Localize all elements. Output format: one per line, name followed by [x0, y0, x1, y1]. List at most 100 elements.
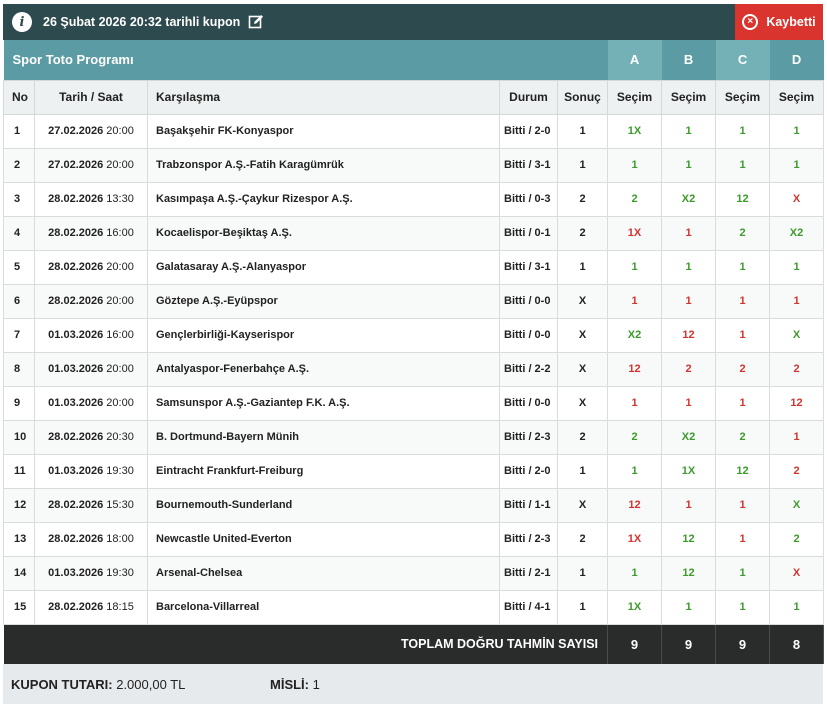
row-pick-b: 1 — [661, 589, 717, 625]
row-match: Başakşehir FK-Konyaspor — [147, 113, 500, 149]
row-result: 1 — [556, 113, 609, 149]
total-d: 8 — [769, 624, 825, 664]
pick-value: 1 — [685, 601, 692, 613]
pick-value: 1 — [793, 125, 800, 137]
row-result: 2 — [556, 521, 609, 557]
column-d-header: D — [769, 40, 824, 80]
row-pick-c: 1 — [715, 589, 771, 625]
pick-value: X2 — [681, 431, 696, 443]
coupon-footer: KUPON TUTARI: 2.000,00 TL MİSLİ: 1 — [3, 664, 823, 704]
row-match: B. Dortmund-Bayern Münih — [147, 419, 500, 455]
pick-value: 1X — [627, 125, 642, 137]
pick-value: X2 — [789, 227, 804, 239]
row-pick-d: 1 — [769, 249, 825, 285]
pick-value: 1 — [793, 601, 800, 613]
row-pick-b: X2 — [661, 181, 717, 217]
row-time-value: 20:00 — [106, 159, 134, 171]
row-time-value: 19:30 — [106, 567, 134, 579]
row-result: X — [556, 385, 609, 421]
pick-value: 1 — [631, 567, 638, 579]
row-match: Trabzonspor A.Ş.-Fatih Karagümrük — [147, 147, 500, 183]
row-time-value: 20:00 — [106, 125, 134, 137]
row-no: 3 — [3, 181, 35, 217]
row-pick-a: 1X — [607, 521, 663, 557]
close-circle-icon: × — [742, 14, 759, 30]
row-status: Bitti / 2-2 — [499, 351, 558, 387]
row-time-value: 13:30 — [106, 193, 134, 205]
row-time-value: 19:30 — [106, 465, 134, 477]
pick-value: 1 — [793, 295, 800, 307]
pick-value: 1 — [631, 159, 638, 171]
coupon-table: Spor Toto Programı A B C D No Tarih / Sa… — [3, 40, 825, 664]
pick-value: 1X — [627, 601, 642, 613]
table-row: 4 28.02.2026 16:00 Kocaelispor-Beşiktaş A.… — [3, 215, 825, 251]
row-match: Kocaelispor-Beşiktaş A.Ş. — [147, 215, 500, 251]
multiplier: MİSLİ: 1 — [270, 677, 320, 692]
edit-icon[interactable] — [248, 14, 264, 30]
pick-value: 1 — [793, 261, 800, 273]
row-pick-a: 12 — [607, 351, 663, 387]
row-time-value: 20:00 — [106, 261, 134, 273]
pick-value: X2 — [681, 193, 696, 205]
header-secim-d: Seçim — [769, 79, 825, 115]
row-date: 28.02.2026 18:00 — [34, 521, 148, 557]
row-no: 1 — [3, 113, 35, 149]
pick-value: 1 — [739, 261, 746, 273]
program-title: Spor Toto Programı — [3, 40, 608, 80]
table-row: 12 28.02.2026 15:30 Bournemouth-Sunderland… — [3, 487, 825, 523]
header-no: No — [3, 79, 35, 115]
pick-value: 2 — [793, 363, 800, 375]
row-match: Newcastle United-Everton — [147, 521, 500, 557]
pick-value: 2 — [739, 363, 746, 375]
table-row: 7 01.03.2026 16:00 Gençlerbirliği-Kayseris… — [3, 317, 825, 353]
row-pick-a: 1X — [607, 215, 663, 251]
row-date-value: 28.02.2026 — [48, 295, 104, 307]
pick-value: 1 — [739, 567, 746, 579]
row-status: Bitti / 0-0 — [499, 283, 558, 319]
pick-value: 1X — [627, 227, 642, 239]
row-pick-c: 2 — [715, 351, 771, 387]
row-no: 8 — [3, 351, 35, 387]
row-no: 4 — [3, 215, 35, 251]
row-date-value: 28.02.2026 — [48, 261, 104, 273]
pick-value: 2 — [631, 193, 638, 205]
row-result: 1 — [556, 453, 609, 489]
pick-value: 12 — [628, 363, 641, 375]
coupon-header: i 26 Şubat 2026 20:32 tarihli kupon × Ka… — [3, 4, 823, 40]
pick-value: 12 — [682, 329, 695, 341]
row-date-value: 28.02.2026 — [48, 431, 104, 443]
row-pick-b: 1 — [661, 215, 717, 251]
pick-value: X — [792, 329, 801, 341]
row-no: 12 — [3, 487, 35, 523]
pick-value: 2 — [631, 431, 638, 443]
row-date: 01.03.2026 20:00 — [34, 351, 148, 387]
row-status: Bitti / 1-1 — [499, 487, 558, 523]
info-icon[interactable]: i — [12, 12, 32, 32]
row-time-value: 16:00 — [106, 329, 134, 341]
row-no: 13 — [3, 521, 35, 557]
pick-value: 1 — [685, 397, 692, 409]
header-secim-b: Seçim — [661, 79, 717, 115]
row-status: Bitti / 3-1 — [499, 147, 558, 183]
pick-value: X — [792, 499, 801, 511]
row-date-value: 28.02.2026 — [48, 227, 104, 239]
row-pick-b: 1 — [661, 113, 717, 149]
row-match: Barcelona-Villarreal — [147, 589, 500, 625]
row-date-value: 01.03.2026 — [48, 329, 104, 341]
row-time-value: 20:00 — [106, 363, 134, 375]
pick-value: X — [792, 193, 801, 205]
row-result: 1 — [556, 147, 609, 183]
row-pick-c: 1 — [715, 555, 771, 591]
row-pick-a: 12 — [607, 487, 663, 523]
row-date: 01.03.2026 16:00 — [34, 317, 148, 353]
row-pick-d: X — [769, 317, 825, 353]
row-pick-b: X2 — [661, 419, 717, 455]
row-pick-b: 12 — [661, 521, 717, 557]
table-row: 11 01.03.2026 19:30 Eintracht Frankfurt-Fr… — [3, 453, 825, 489]
row-pick-d: X — [769, 555, 825, 591]
row-pick-a: 1 — [607, 249, 663, 285]
row-date: 28.02.2026 13:30 — [34, 181, 148, 217]
row-time-value: 15:30 — [106, 499, 134, 511]
row-pick-d: 2 — [769, 351, 825, 387]
pick-value: 12 — [682, 567, 695, 579]
